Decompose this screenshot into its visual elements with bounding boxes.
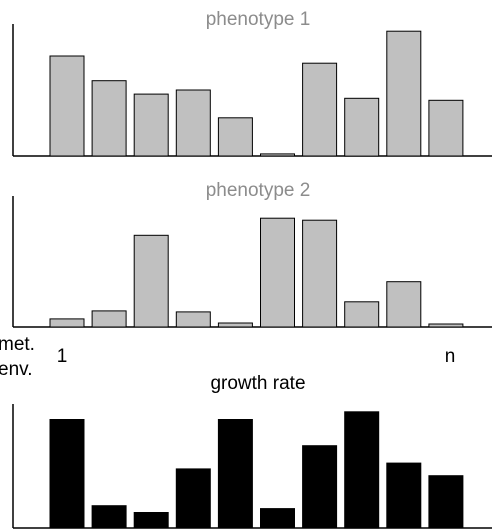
growth-rate-bar-8 bbox=[344, 411, 380, 529]
phenotype-2-panel: phenotype 2 bbox=[12, 180, 492, 328]
phenotype-2-bar-2 bbox=[91, 310, 127, 328]
phenotype-2-title: phenotype 2 bbox=[206, 180, 311, 201]
phenotype-1-bar-1 bbox=[49, 55, 85, 157]
phenotype-1-bar-3 bbox=[133, 93, 169, 157]
last-index-label: n bbox=[445, 346, 456, 367]
phenotype-1-bar-8 bbox=[344, 97, 380, 157]
row-label-env: env. bbox=[0, 359, 33, 380]
phenotype-2-bar-7 bbox=[302, 219, 338, 328]
phenotype-1-bar-9 bbox=[386, 30, 422, 157]
phenotype-1-bar-4 bbox=[175, 89, 211, 157]
growth-rate-bar-2 bbox=[91, 505, 127, 529]
row-label-met: met. bbox=[0, 334, 35, 355]
growth-rate-bar-4 bbox=[175, 468, 211, 529]
growth-rate-bar-3 bbox=[133, 512, 169, 529]
growth-rate-bar-5 bbox=[217, 419, 253, 529]
growth-rate-bar-10 bbox=[428, 475, 464, 529]
phenotype-2-bar-10 bbox=[428, 323, 464, 328]
phenotype-1-bar-6 bbox=[260, 153, 295, 157]
first-index-label: 1 bbox=[57, 346, 68, 367]
phenotype-1-bar-10 bbox=[428, 99, 464, 157]
growth-rate-bar-6 bbox=[260, 508, 295, 529]
phenotype-1-panel: phenotype 1 bbox=[12, 9, 492, 157]
growth-rate-bar-7 bbox=[302, 445, 338, 529]
phenotype-2-bar-5 bbox=[217, 322, 253, 328]
phenotype-2-bar-8 bbox=[344, 301, 380, 328]
growth-rate-title: growth rate bbox=[210, 373, 305, 394]
phenotype-2-bar-6 bbox=[260, 217, 295, 328]
phenotype-1-bar-7 bbox=[302, 62, 338, 157]
phenotype-1-bar-5 bbox=[217, 117, 253, 157]
growth-rate-panel: growth rate bbox=[12, 373, 492, 529]
growth-rate-bar-1 bbox=[49, 419, 85, 529]
phenotype-2-bar-4 bbox=[175, 311, 211, 328]
phenotype-2-bar-3 bbox=[133, 234, 169, 328]
phenotype-1-title: phenotype 1 bbox=[206, 9, 311, 30]
phenotype-2-bar-9 bbox=[386, 281, 422, 328]
growth-rate-bar-9 bbox=[386, 462, 422, 529]
phenotype-1-bar-2 bbox=[91, 80, 127, 157]
phenotype-2-bar-1 bbox=[49, 318, 85, 328]
